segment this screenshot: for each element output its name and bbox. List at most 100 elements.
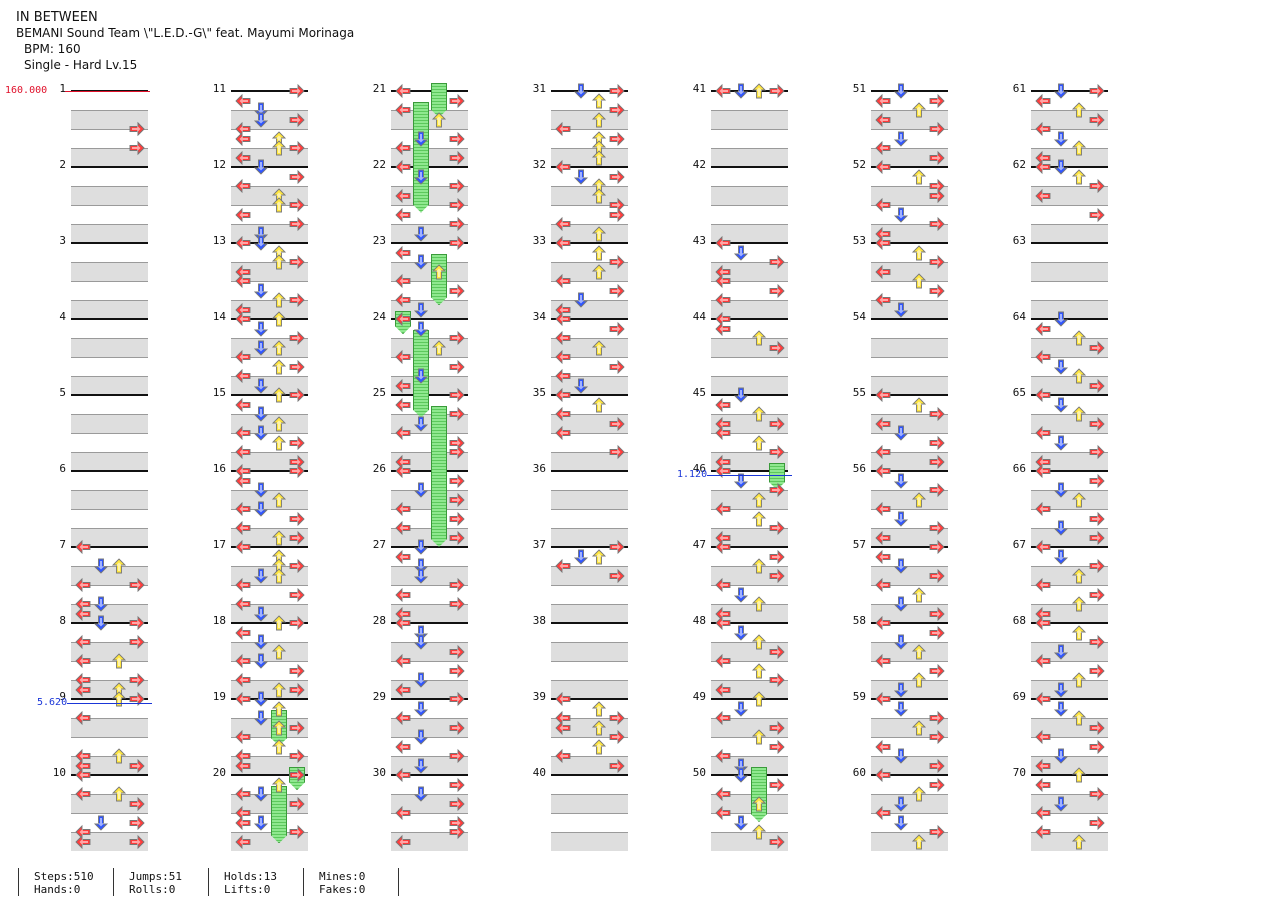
beat-line [1031, 414, 1108, 415]
beat-band [871, 718, 948, 737]
arrow-down-icon [893, 207, 909, 223]
arrow-up-icon [271, 339, 287, 356]
arrow-left-icon [235, 691, 251, 707]
beat-band [551, 376, 628, 395]
beat-band [71, 756, 148, 775]
beat-line [871, 357, 948, 358]
arrow-right-icon [129, 834, 145, 850]
measure-line [391, 698, 468, 700]
arrow-right-icon [449, 644, 465, 660]
arrow-left-icon [235, 758, 251, 774]
beat-line [871, 129, 948, 130]
beat-band [871, 832, 948, 851]
arrow-up-icon [751, 795, 767, 812]
beat-line [71, 262, 148, 263]
arrow-up-icon [271, 681, 287, 698]
arrow-left-icon [1035, 615, 1051, 631]
beat-line [391, 585, 468, 586]
arrow-down-icon [1053, 549, 1069, 565]
arrow-right-icon [1089, 815, 1105, 831]
measure-number: 52 [852, 158, 866, 171]
arrow-left-icon [235, 501, 251, 517]
arrow-left-icon [75, 767, 91, 783]
beat-line [551, 756, 628, 757]
arrow-up-icon [591, 339, 607, 356]
beat-band [231, 148, 308, 167]
beat-line [871, 509, 948, 510]
beat-line [551, 794, 628, 795]
arrow-up-icon [111, 786, 127, 802]
arrow-left-icon [395, 188, 411, 204]
measure-number: 29 [372, 690, 386, 703]
beat-band [871, 642, 948, 661]
arrow-up-icon [591, 263, 607, 280]
arrow-left-icon [875, 159, 891, 175]
arrow-up-icon [751, 558, 767, 574]
beat-band [711, 718, 788, 737]
beat-line [871, 794, 948, 795]
beat-band [871, 376, 948, 395]
bpm-change-label: 160.000 [5, 85, 48, 96]
arrow-left-icon [75, 786, 91, 802]
step-chart: 1 2 3 4 5 6 7 8 9 10 11 12 13 14 15 16 17 18 19 20 21 22 23 24 2… [5, 82, 1108, 851]
arrow-down-icon [413, 169, 429, 185]
beat-line [71, 566, 148, 567]
measure-number: 34 [532, 310, 546, 323]
beat-line [1031, 300, 1108, 301]
arrow-down-icon [253, 406, 269, 422]
arrow-down-icon [893, 634, 909, 650]
beat-line [1031, 376, 1108, 377]
measure-number: 65 [1012, 386, 1026, 399]
beat-band [391, 414, 468, 433]
measure-number: 5 [59, 386, 66, 399]
arrow-left-icon [875, 577, 891, 593]
measure-line [391, 166, 468, 168]
arrow-left-icon [1035, 805, 1051, 821]
measure-number: 3 [59, 234, 66, 247]
arrow-up-icon [751, 691, 767, 707]
measure-line [71, 470, 148, 472]
arrow-right-icon [1089, 587, 1105, 603]
arrow-right-icon [449, 511, 465, 527]
arrow-left-icon [1035, 758, 1051, 774]
arrow-left-icon [235, 235, 251, 251]
arrow-right-icon [929, 758, 945, 774]
arrow-right-icon [129, 672, 145, 688]
arrow-down-icon [733, 815, 749, 831]
hold-note [431, 406, 447, 547]
beat-line [231, 376, 308, 377]
arrow-right-icon [449, 444, 465, 460]
beat-band [231, 604, 308, 623]
arrow-right-icon [609, 539, 625, 555]
arrow-left-icon [395, 273, 411, 289]
arrow-down-icon [1053, 435, 1069, 451]
beat-line [711, 566, 788, 567]
measure-number: 1 [59, 82, 66, 95]
arrow-left-icon [1035, 463, 1051, 479]
arrow-down-icon [733, 245, 749, 261]
beat-line [711, 737, 788, 738]
arrow-left-icon [715, 273, 731, 289]
arrow-right-icon [929, 93, 945, 109]
beat-line [231, 205, 308, 206]
hold-note [431, 254, 447, 305]
beat-line [231, 338, 308, 339]
arrow-left-icon [1035, 501, 1051, 517]
arrow-right-icon [769, 520, 785, 536]
measure-line [871, 242, 948, 244]
hold-note [413, 102, 429, 213]
arrow-right-icon [449, 530, 465, 546]
arrow-left-icon [235, 397, 251, 413]
measure-line [711, 698, 788, 700]
stat-value: Mines:0 [319, 870, 366, 883]
beat-line [551, 148, 628, 149]
arrow-left-icon [555, 273, 571, 289]
arrow-up-icon [271, 700, 287, 717]
beat-line [231, 509, 308, 510]
beat-line [551, 110, 628, 111]
beat-band [551, 224, 628, 243]
arrow-left-icon [235, 207, 251, 223]
beat-line [231, 357, 308, 358]
arrow-left-icon [235, 539, 251, 555]
stat-cell: Holds:13 Lifts:0 [224, 870, 277, 896]
